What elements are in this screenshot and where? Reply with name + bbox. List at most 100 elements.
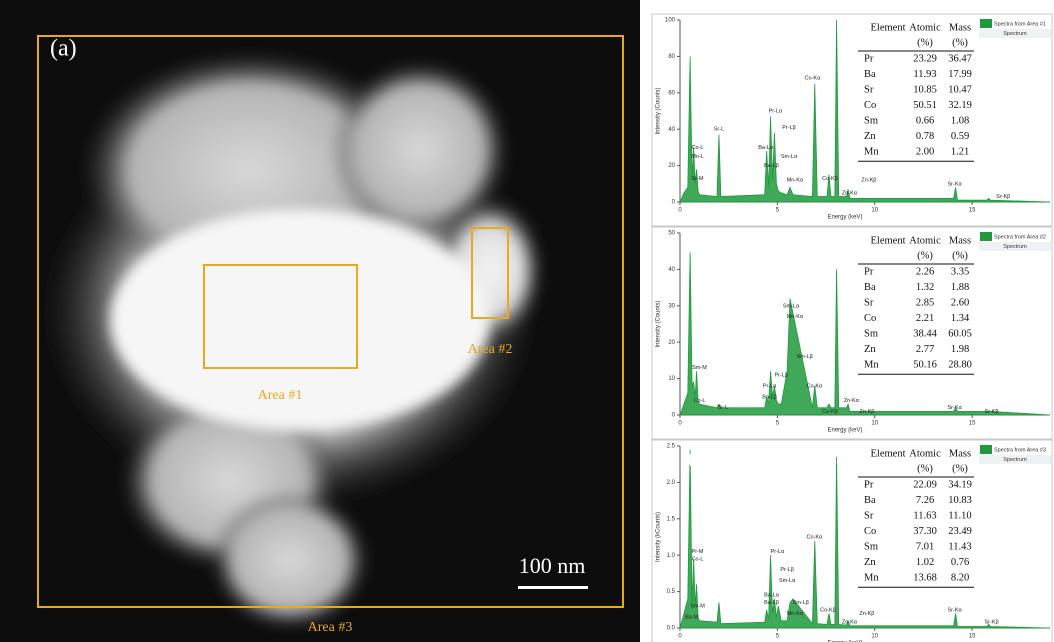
peak-label: Ba-Lβ	[762, 394, 777, 400]
table-header: Atomic	[909, 448, 941, 459]
table-cell: Ba	[864, 495, 876, 506]
table-cell: Ba	[864, 69, 876, 80]
peak-label: Zn-Kβ	[859, 409, 874, 415]
area-3-frame	[37, 35, 624, 608]
table-cell: 37.30	[913, 526, 937, 537]
spectrum-panel: 0.0 0.5 1.0 1.5 2.0 2.5 0 5 10 15 Energy (keV) Inte…	[651, 439, 1053, 642]
scale-bar-label: 100 nm	[519, 553, 586, 578]
table-cell: 0.59	[951, 131, 969, 142]
table-cell: 2.26	[916, 266, 934, 277]
y-tick-label: 2.5	[667, 444, 676, 450]
table-unit: (%)	[952, 463, 968, 474]
table-header: Element	[871, 22, 906, 33]
table-unit: (%)	[952, 250, 968, 261]
peak-label: Sm-Lα	[783, 303, 800, 309]
table-cell: 2.21	[916, 313, 934, 324]
y-axis-label: Intensity (kCounts)	[656, 512, 662, 562]
table-cell: 32.19	[948, 100, 972, 111]
table-header: Atomic	[909, 22, 941, 33]
y-tick-label: 100	[665, 18, 676, 24]
peak-label: Pr-M	[692, 549, 704, 555]
y-tick-label: 50	[668, 231, 675, 237]
table-cell: 50.51	[913, 100, 937, 111]
panel-label: (b)	[688, 22, 711, 44]
area-2-frame	[471, 227, 509, 319]
table-cell: Mn	[864, 146, 879, 157]
table-cell: 11.43	[948, 541, 971, 552]
y-tick-label: 40	[668, 127, 675, 133]
table-cell: 2.60	[951, 297, 969, 308]
spectrum-panel: 0 20 40 60 80 100 0 5 10 15 Energy (keV) Intensity …	[651, 13, 1053, 227]
x-tick-label: 0	[678, 208, 682, 214]
y-tick-label: 30	[668, 303, 675, 309]
peak-label: Sr-Kβ	[984, 409, 998, 415]
table-cell: 28.80	[948, 359, 972, 370]
peak-label: Sm-M	[692, 365, 707, 371]
table-cell: 34.19	[948, 479, 972, 490]
table-cell: 8.20	[951, 572, 969, 583]
table-cell: Co	[864, 100, 876, 111]
peak-label: Sr-Kα	[947, 607, 962, 613]
table-cell: 1.32	[916, 282, 934, 293]
table-header: Mass	[949, 22, 971, 33]
peak-label: Co-Kβ	[822, 176, 838, 182]
table-cell: Zn	[864, 557, 876, 568]
table-cell: Pr	[864, 479, 874, 490]
x-tick-label: 15	[969, 421, 976, 427]
table-cell: 10.47	[948, 84, 972, 95]
spectrum-panel: 0 10 20 30 40 50 0 5 10 15 Energy (keV) Intensity (…	[651, 226, 1053, 440]
peak-label: Ba-Lβ	[764, 163, 779, 169]
peak-label: Ba-M	[685, 615, 699, 621]
table-cell: Sm	[864, 541, 878, 552]
peak-label: Sr-L	[718, 405, 728, 411]
table-cell: Pr	[864, 53, 874, 64]
peak-label: Pr-Lβ	[780, 567, 794, 573]
table-unit: (%)	[952, 37, 968, 48]
table-cell: 2.85	[916, 297, 934, 308]
peak-label: Mn-Kα	[787, 178, 804, 184]
peak-label: Ba-Lβ	[764, 600, 779, 606]
peak-label: Ba-Lα	[764, 593, 780, 599]
peak-label: Sm-Lβ	[796, 354, 812, 360]
peak-label: Mn-Kα	[787, 611, 804, 617]
y-tick-label: 2.0	[667, 480, 676, 486]
peak-label: Sm-Lα	[779, 578, 796, 584]
peak-label: Co-Kβ	[820, 607, 836, 613]
table-cell: 23.49	[948, 526, 972, 537]
y-axis-label: Intensity (Counts)	[656, 300, 662, 347]
peak-label: Co-Kα	[805, 76, 822, 82]
table-cell: 23.29	[913, 53, 937, 64]
peak-label: Co-Kα	[807, 534, 824, 540]
peak-label: Sr-Kβ	[996, 194, 1010, 200]
peak-label: Pr-Lβ	[782, 125, 796, 131]
y-tick-label: 1.0	[667, 553, 676, 559]
scale-bar	[518, 586, 588, 589]
panel-frame	[651, 439, 1053, 642]
area-label: Area #1	[258, 388, 303, 403]
x-tick-label: 10	[871, 634, 878, 640]
table-cell: Ba	[864, 282, 876, 293]
peak-label: Co-Kα	[807, 383, 824, 389]
table-cell: Mn	[864, 359, 879, 370]
area-frames	[37, 35, 624, 608]
legend-swatch	[980, 232, 992, 241]
micrograph: (a) Area #1 Area #2 Area #3 100 nm	[0, 0, 640, 642]
peak-label: Zn-Kα	[842, 620, 858, 626]
peak-label: Sr-Kβ	[984, 620, 998, 626]
table-unit: (%)	[917, 463, 933, 474]
table-cell: Sm	[864, 115, 878, 126]
table-cell: 17.99	[948, 69, 972, 80]
y-axis-label: Intensity (Counts)	[656, 87, 662, 134]
table-cell: 22.09	[913, 479, 937, 490]
peak-label: Sm-M	[690, 604, 705, 610]
table-header: Mass	[949, 235, 971, 246]
table-cell: 10.85	[913, 84, 937, 95]
peak-label: Co-L	[694, 398, 706, 404]
peak-label: Co-Kβ	[822, 409, 838, 415]
panel-label: (c)	[688, 235, 710, 257]
table-cell: 1.21	[951, 146, 969, 157]
peak-label: Sm-Lβ	[793, 600, 809, 606]
table-cell: Mn	[864, 572, 879, 583]
y-tick-label: 60	[668, 90, 675, 96]
x-tick-label: 15	[969, 208, 976, 214]
